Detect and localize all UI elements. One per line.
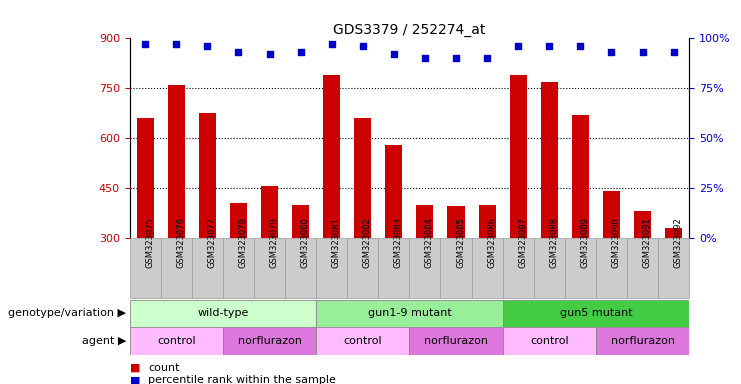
Bar — [223, 327, 316, 355]
Text: agent ▶: agent ▶ — [82, 336, 126, 346]
Text: ■: ■ — [130, 363, 140, 373]
Bar — [285, 238, 316, 298]
Bar — [161, 238, 192, 298]
Point — [543, 43, 555, 50]
Point — [574, 43, 586, 50]
Bar — [323, 75, 340, 238]
Bar — [627, 238, 658, 298]
Title: GDS3379 / 252274_at: GDS3379 / 252274_at — [333, 23, 485, 37]
Text: GSM323079: GSM323079 — [270, 217, 279, 268]
Point — [139, 41, 151, 48]
Bar — [167, 85, 185, 238]
Text: GSM323081: GSM323081 — [332, 217, 341, 268]
Bar — [199, 113, 216, 238]
Point — [357, 43, 369, 50]
Bar — [658, 238, 689, 298]
Bar — [596, 327, 689, 355]
Bar — [502, 327, 596, 355]
Bar — [471, 238, 502, 298]
Text: norflurazon: norflurazon — [238, 336, 302, 346]
Text: ■: ■ — [130, 375, 140, 384]
Point — [264, 51, 276, 58]
Bar — [448, 207, 465, 238]
Text: GSM323090: GSM323090 — [611, 217, 620, 268]
Point — [233, 49, 245, 55]
Bar — [416, 205, 433, 238]
Point — [202, 43, 213, 50]
Text: GSM323089: GSM323089 — [580, 217, 589, 268]
Text: wild-type: wild-type — [197, 308, 248, 318]
Text: GSM323086: GSM323086 — [487, 217, 496, 268]
Text: GSM323077: GSM323077 — [207, 217, 216, 268]
Point — [388, 51, 400, 58]
Point — [605, 49, 617, 55]
Bar — [409, 327, 502, 355]
Point — [295, 49, 307, 55]
Bar — [136, 118, 154, 238]
Point — [481, 55, 493, 61]
Text: GSM323092: GSM323092 — [674, 217, 682, 268]
Bar — [440, 238, 471, 298]
Bar — [603, 192, 620, 238]
Point — [419, 55, 431, 61]
Point — [668, 49, 679, 55]
Bar — [502, 300, 689, 327]
Bar — [192, 238, 223, 298]
Bar — [130, 300, 316, 327]
Text: GSM323088: GSM323088 — [549, 217, 558, 268]
Bar — [254, 238, 285, 298]
Bar — [541, 82, 558, 238]
Text: GSM323087: GSM323087 — [518, 217, 527, 268]
Bar — [409, 238, 440, 298]
Text: GSM323075: GSM323075 — [145, 217, 154, 268]
Point — [637, 49, 648, 55]
Bar — [130, 238, 161, 298]
Text: genotype/variation ▶: genotype/variation ▶ — [8, 308, 126, 318]
Text: GSM323080: GSM323080 — [301, 217, 310, 268]
Bar — [130, 327, 223, 355]
Bar — [348, 238, 379, 298]
Bar — [502, 238, 534, 298]
Text: GSM323083: GSM323083 — [394, 217, 403, 268]
Bar — [379, 238, 409, 298]
Bar — [316, 327, 409, 355]
Bar — [665, 228, 682, 238]
Bar — [354, 118, 371, 238]
Text: GSM323076: GSM323076 — [176, 217, 185, 268]
Bar — [510, 75, 527, 238]
Text: norflurazon: norflurazon — [611, 336, 674, 346]
Bar — [292, 205, 309, 238]
Text: GSM323082: GSM323082 — [363, 217, 372, 268]
Bar — [479, 205, 496, 238]
Text: GSM323084: GSM323084 — [425, 217, 434, 268]
Bar — [534, 238, 565, 298]
Text: count: count — [148, 363, 180, 373]
Bar — [572, 115, 589, 238]
Text: gun5 mutant: gun5 mutant — [559, 308, 632, 318]
Bar — [223, 238, 254, 298]
Point — [450, 55, 462, 61]
Text: GSM323091: GSM323091 — [642, 217, 651, 268]
Text: control: control — [157, 336, 196, 346]
Bar — [385, 145, 402, 238]
Bar — [316, 300, 502, 327]
Text: norflurazon: norflurazon — [424, 336, 488, 346]
Bar — [596, 238, 627, 298]
Text: control: control — [344, 336, 382, 346]
Bar — [634, 212, 651, 238]
Point — [326, 41, 338, 48]
Text: control: control — [530, 336, 568, 346]
Point — [512, 43, 524, 50]
Point — [170, 41, 182, 48]
Bar — [230, 203, 247, 238]
Bar — [565, 238, 596, 298]
Text: gun1-9 mutant: gun1-9 mutant — [368, 308, 451, 318]
Text: percentile rank within the sample: percentile rank within the sample — [148, 375, 336, 384]
Text: GSM323078: GSM323078 — [239, 217, 247, 268]
Bar — [261, 187, 278, 238]
Text: GSM323085: GSM323085 — [456, 217, 465, 268]
Bar — [316, 238, 348, 298]
